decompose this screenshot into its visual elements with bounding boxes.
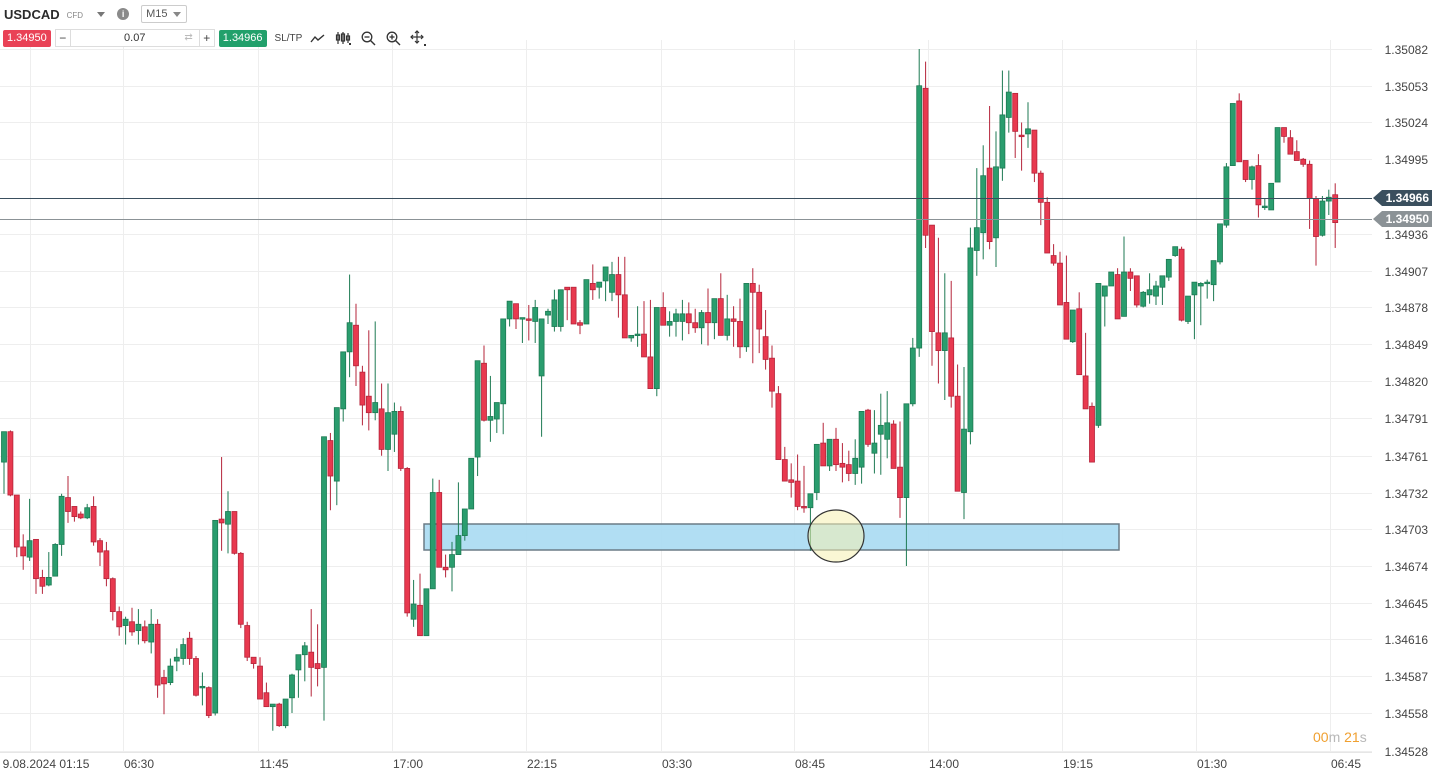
chevron-down-icon <box>173 11 182 17</box>
timeframe-label: M15 <box>146 8 168 20</box>
time-tick-label: 11:45 <box>259 757 289 771</box>
bid-price-tag: 1.34950 <box>1372 211 1432 227</box>
price-tick-label: 1.34820 <box>1384 374 1428 389</box>
price-tick-label: 1.35082 <box>1384 42 1428 57</box>
symbol-toolbar: USDCAD CFD i M15 <box>4 4 188 24</box>
price-tick-label: 1.34761 <box>1384 449 1428 464</box>
time-tick-label: 08:45 <box>794 757 826 771</box>
bid-price-value: 1.34950 <box>1385 212 1429 226</box>
price-tick-label: 1.34528 <box>1384 744 1428 759</box>
price-tick-label: 1.34849 <box>1384 337 1428 352</box>
time-tick-label: 06:30 <box>123 757 155 771</box>
price-tick-label: 1.34674 <box>1384 559 1428 574</box>
price-tick-label: 1.35053 <box>1384 79 1428 94</box>
time-tick-label: 17:00 <box>392 757 424 771</box>
support-zone-rectangle[interactable] <box>423 523 1120 551</box>
price-lines <box>0 198 1372 220</box>
price-tick-label: 1.34645 <box>1384 596 1428 611</box>
sell-button[interactable]: 1.34950 <box>3 29 51 47</box>
price-tick-label: 1.34878 <box>1384 300 1428 315</box>
price-tick-label: 1.34558 <box>1384 706 1428 721</box>
price-tick-label: 1.34703 <box>1384 522 1428 537</box>
chart-grid <box>0 40 1372 753</box>
quantity-stepper: − 0.07 ⇄ + <box>54 29 215 47</box>
buy-button[interactable]: 1.34966 <box>218 29 267 47</box>
price-tick-label: 1.35024 <box>1384 115 1428 130</box>
crosshair-move-icon[interactable] <box>409 30 427 46</box>
price-tick-label: 1.34995 <box>1384 152 1428 167</box>
price-tick-label: 1.34936 <box>1384 227 1428 242</box>
swap-icon[interactable]: ⇄ <box>184 32 193 43</box>
symbol-name[interactable]: USDCAD <box>4 6 60 22</box>
increase-quantity-button[interactable]: + <box>203 31 211 45</box>
line-chart-icon[interactable] <box>309 30 327 46</box>
candlestick-icon[interactable] <box>334 30 352 46</box>
quantity-value: 0.07 <box>124 32 146 44</box>
decrease-quantity-button[interactable]: − <box>59 31 67 45</box>
time-tick-label: 22:15 <box>526 757 558 771</box>
symbol-dropdown-chevron-down-icon[interactable] <box>97 11 106 17</box>
zoom-in-icon[interactable] <box>384 30 402 46</box>
price-tick-label: 1.34587 <box>1384 669 1428 684</box>
countdown-minutes: 00 <box>1313 729 1329 745</box>
price-tick-label: 1.34732 <box>1384 486 1428 501</box>
candle-countdown: 00m 21s <box>1313 729 1367 745</box>
time-tick-label: 9.08.2024 01:15 <box>2 757 90 771</box>
price-tick-label: 1.34791 <box>1384 411 1428 426</box>
sl-tp-button[interactable]: SL/TP <box>274 32 303 44</box>
countdown-minutes-unit: m <box>1328 729 1341 745</box>
info-icon[interactable]: i <box>117 8 130 20</box>
quantity-input[interactable]: 0.07 ⇄ <box>69 30 200 46</box>
highlight-ellipse[interactable] <box>807 509 865 563</box>
candles <box>1 49 1339 731</box>
countdown-seconds: 21 <box>1344 729 1360 745</box>
ask-price-value: 1.34966 <box>1385 191 1429 205</box>
time-tick-label: 19:15 <box>1062 757 1094 771</box>
ask-price-tag: 1.34966 <box>1372 190 1432 206</box>
time-tick-label: 03:30 <box>661 757 693 771</box>
price-tick-label: 1.34616 <box>1384 632 1428 647</box>
trade-bar: 1.34950 − 0.07 ⇄ + 1.34966 SL/TP <box>3 29 427 47</box>
time-tick-label: 14:00 <box>928 757 960 771</box>
countdown-seconds-unit: s <box>1359 729 1367 745</box>
zoom-out-icon[interactable] <box>359 30 377 46</box>
price-tick-label: 1.34907 <box>1384 264 1428 279</box>
instrument-type-badge: CFD <box>66 10 84 20</box>
time-tick-label: 01:30 <box>1196 757 1228 771</box>
time-tick-label: 06:45 <box>1330 757 1362 771</box>
timeframe-select[interactable]: M15 <box>141 5 188 23</box>
